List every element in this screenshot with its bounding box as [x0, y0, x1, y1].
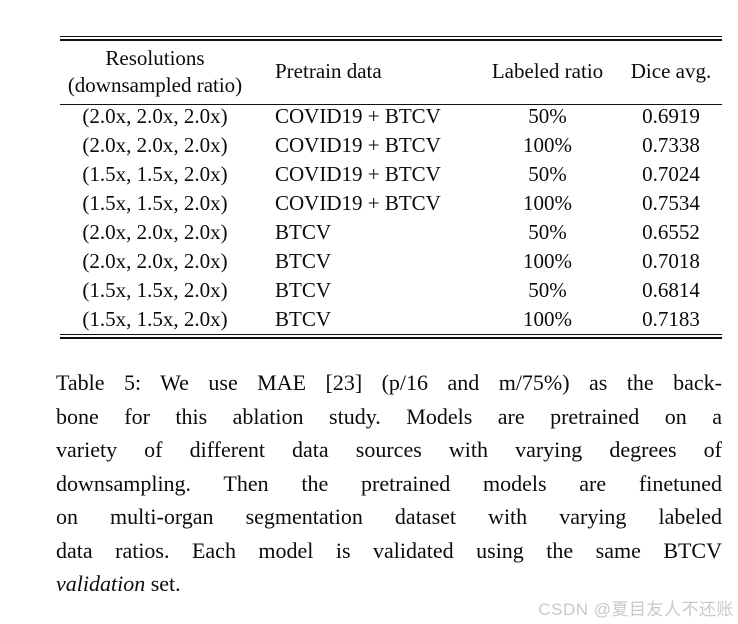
dice-cell: 0.6814	[642, 278, 700, 302]
labeled-ratio-cell: 50%	[528, 220, 567, 244]
table-row: (1.5x, 1.5x, 2.0x) COVID19 + BTCV 50% 0.…	[40, 160, 722, 189]
pretrain-cell: BTCV	[275, 307, 332, 331]
column-header-pretrain-data: Pretrain data	[275, 59, 382, 83]
table-row: (1.5x, 1.5x, 2.0x) COVID19 + BTCV 100% 0…	[40, 189, 722, 218]
caption-line: Table 5: We use MAE [23] (p/16 and m/75%…	[56, 370, 722, 395]
ablation-results-table: Resolutions (downsampled ratio) Pretrain…	[40, 41, 722, 334]
dice-cell: 0.6919	[642, 104, 700, 128]
pretrain-cell: BTCV	[275, 249, 332, 273]
table-caption: Table 5: We use MAE [23] (p/16 and m/75%…	[56, 366, 722, 601]
labeled-ratio-cell: 50%	[528, 162, 567, 186]
dice-cell: 0.7534	[642, 191, 700, 215]
table-row: (2.0x, 2.0x, 2.0x) BTCV 100% 0.7018	[40, 247, 722, 276]
column-header-labeled-ratio: Labeled ratio	[491, 59, 604, 83]
pretrain-cell: COVID19 + BTCV	[275, 191, 441, 215]
dice-cell: 0.7338	[642, 133, 700, 157]
pretrain-cell: COVID19 + BTCV	[275, 133, 441, 157]
resolution-cell: (2.0x, 2.0x, 2.0x)	[82, 133, 228, 157]
caption-last-line-rest: set.	[145, 571, 181, 596]
resolution-cell: (2.0x, 2.0x, 2.0x)	[82, 104, 228, 128]
resolution-cell: (1.5x, 1.5x, 2.0x)	[82, 307, 228, 331]
dice-cell: 0.7183	[642, 307, 700, 331]
table-row: (1.5x, 1.5x, 2.0x) BTCV 50% 0.6814	[40, 276, 722, 305]
pretrain-cell: BTCV	[275, 220, 332, 244]
table-header-row: Resolutions (downsampled ratio) Pretrain…	[40, 41, 722, 102]
pretrain-cell: BTCV	[275, 278, 332, 302]
column-header-resolutions: Resolutions (downsampled ratio)	[40, 41, 270, 102]
table-row: (2.0x, 2.0x, 2.0x) BTCV 50% 0.6552	[40, 218, 722, 247]
caption-italic-word: validation	[56, 571, 146, 596]
resolution-cell: (2.0x, 2.0x, 2.0x)	[82, 220, 228, 244]
table-top-rule-upper	[60, 36, 722, 37]
resolutions-header-line1: Resolutions	[105, 45, 205, 70]
dice-cell: 0.7024	[642, 162, 700, 186]
column-header-dice-avg: Dice avg.	[630, 59, 712, 83]
table-top-rule-lower	[60, 39, 722, 41]
resolution-cell: (1.5x, 1.5x, 2.0x)	[82, 191, 228, 215]
labeled-ratio-cell: 100%	[523, 133, 572, 157]
dice-cell: 0.6552	[642, 220, 700, 244]
csdn-watermark: CSDN @夏目友人不还账	[538, 600, 734, 619]
table-row: (2.0x, 2.0x, 2.0x) COVID19 + BTCV 50% 0.…	[40, 102, 722, 131]
resolution-cell: (2.0x, 2.0x, 2.0x)	[82, 249, 228, 273]
pretrain-cell: COVID19 + BTCV	[275, 104, 441, 128]
resolution-cell: (1.5x, 1.5x, 2.0x)	[82, 162, 228, 186]
table-row: (1.5x, 1.5x, 2.0x) BTCV 100% 0.7183	[40, 305, 722, 334]
caption-line: variety of different data sources with v…	[56, 437, 722, 462]
labeled-ratio-cell: 100%	[523, 191, 572, 215]
resolution-cell: (1.5x, 1.5x, 2.0x)	[82, 278, 228, 302]
labeled-ratio-cell: 50%	[528, 278, 567, 302]
caption-line: bone for this ablation study. Models are…	[56, 403, 722, 429]
dice-cell: 0.7018	[642, 249, 700, 273]
caption-line: data ratios. Each model is validated usi…	[56, 537, 722, 563]
caption-line: on multi-organ segmentation dataset with…	[56, 504, 722, 529]
labeled-ratio-cell: 100%	[523, 249, 572, 273]
table-header-rule	[60, 104, 722, 105]
pretrain-cell: COVID19 + BTCV	[275, 162, 441, 186]
caption-last-line: validation set.	[56, 567, 722, 601]
table-bottom-rule-upper	[60, 334, 722, 335]
table-row: (2.0x, 2.0x, 2.0x) COVID19 + BTCV 100% 0…	[40, 131, 722, 160]
labeled-ratio-cell: 50%	[528, 104, 567, 128]
labeled-ratio-cell: 100%	[523, 307, 572, 331]
table-bottom-rule-lower	[60, 337, 722, 339]
caption-line: downsampling. Then the pretrained models…	[56, 470, 722, 496]
resolutions-header-line2: (downsampled ratio)	[67, 72, 243, 97]
